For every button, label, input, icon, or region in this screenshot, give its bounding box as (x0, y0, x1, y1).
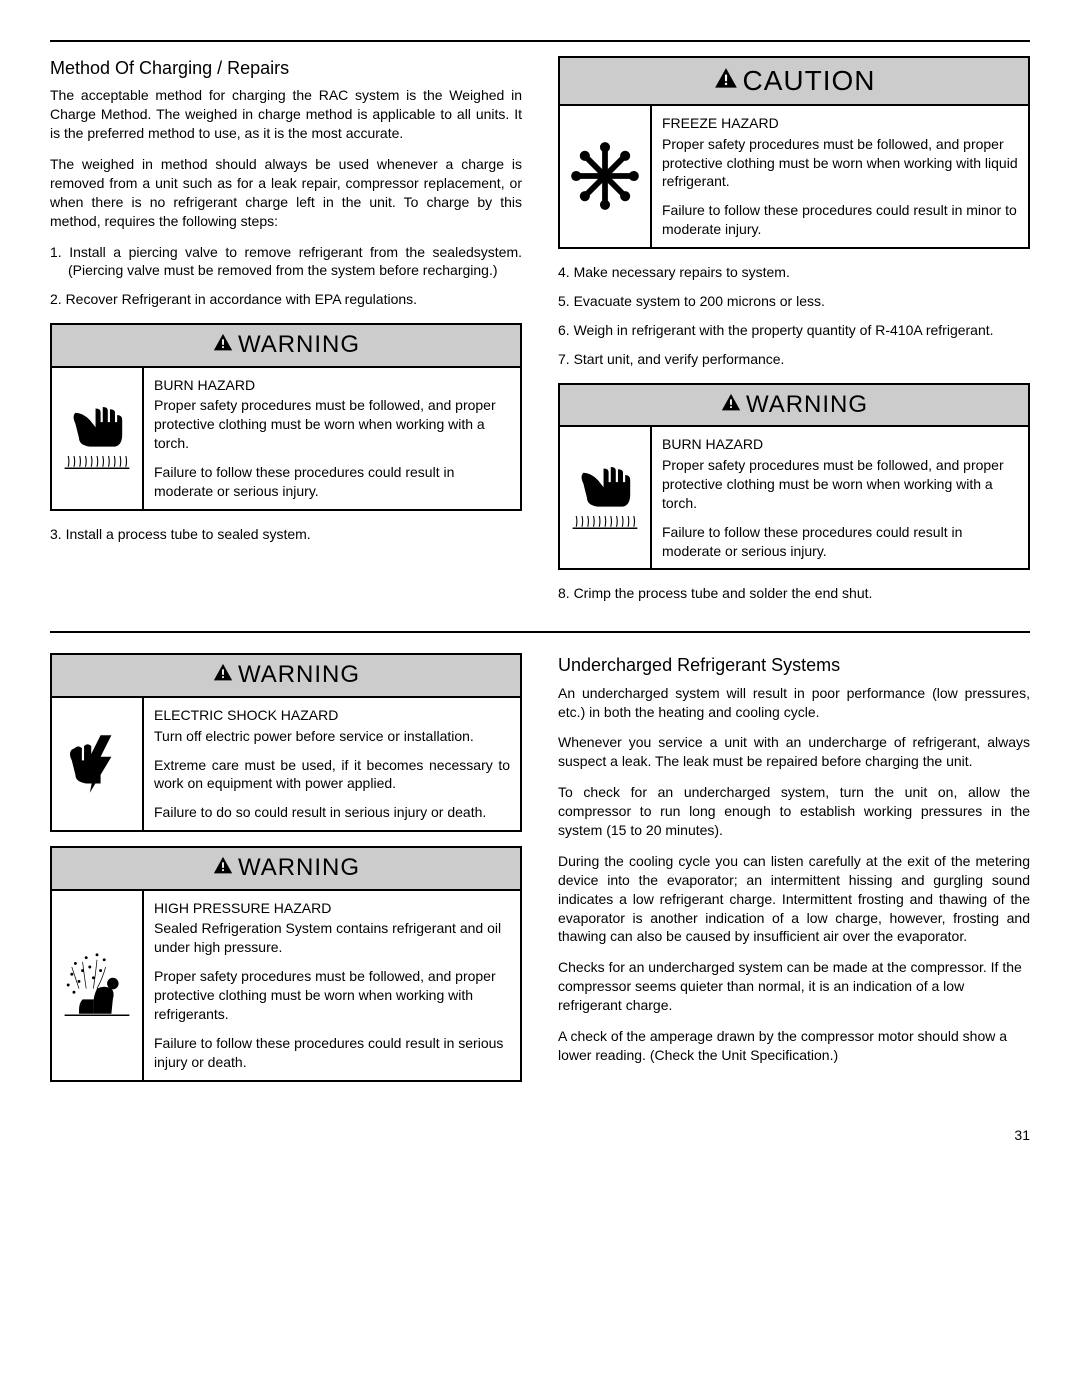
top-rule (50, 40, 1030, 42)
warning-triangle-icon (212, 855, 234, 877)
warning-triangle-icon (212, 662, 234, 684)
mid-rule (50, 631, 1030, 633)
burn-icon-2 (560, 427, 652, 568)
steps-4-7: 4. Make necessary repairs to system. 5. … (558, 263, 1030, 369)
pressure-p1: Sealed Refrigeration System contains ref… (154, 919, 510, 957)
burn-icon (52, 368, 144, 509)
burn-title-2: BURN HAZARD (662, 435, 1018, 454)
warning-header: WARNING (52, 325, 520, 367)
undercharged-p4: During the cooling cycle you can listen … (558, 852, 1030, 946)
warning-pressure: WARNING HIGH PRESSURE HAZARD Sealed Refr… (50, 846, 522, 1082)
caution-header: CAUTION (560, 58, 1028, 106)
warning-shock: WARNING ELECTRIC SHOCK HAZARD Turn off e… (50, 653, 522, 832)
warning-header-2: WARNING (560, 385, 1028, 427)
undercharged-p2: Whenever you service a unit with an unde… (558, 733, 1030, 771)
step2: 2. Recover Refrigerant in accordance wit… (50, 290, 522, 309)
pressure-icon (52, 891, 144, 1080)
burn-p2: Failure to follow these procedures could… (154, 463, 510, 501)
steps-1-2: 1. Install a piercing valve to remove re… (50, 243, 522, 310)
step5: 5. Evacuate system to 200 microns or les… (558, 292, 1030, 311)
freeze-icon (560, 106, 652, 247)
step-3: 3. Install a process tube to sealed syst… (50, 525, 522, 544)
pressure-title: HIGH PRESSURE HAZARD (154, 899, 510, 918)
pressure-p2: Proper safety procedures must be followe… (154, 967, 510, 1024)
warning-label: WARNING (746, 391, 868, 418)
step1: 1. Install a piercing valve to remove re… (50, 243, 522, 281)
burn-p1: Proper safety procedures must be followe… (154, 396, 510, 453)
charging-p2: The weighed in method should always be u… (50, 155, 522, 231)
step4: 4. Make necessary repairs to system. (558, 263, 1030, 282)
page-number: 31 (50, 1126, 1030, 1145)
warning-label: WARNING (238, 854, 360, 881)
burn-p2-2: Failure to follow these procedures could… (662, 523, 1018, 561)
lower-columns: WARNING ELECTRIC SHOCK HAZARD Turn off e… (50, 653, 1030, 1095)
shock-p2: Extreme care must be used, if it becomes… (154, 756, 510, 794)
step3: 3. Install a process tube to sealed syst… (50, 525, 522, 544)
shock-icon (52, 698, 144, 830)
step6: 6. Weigh in refrigerant with the propert… (558, 321, 1030, 340)
freeze-p2: Failure to follow these procedures could… (662, 201, 1018, 239)
undercharged-p5: Checks for an undercharged system can be… (558, 958, 1030, 1015)
lower-left-column: WARNING ELECTRIC SHOCK HAZARD Turn off e… (50, 653, 522, 1095)
upper-columns: Method Of Charging / Repairs The accepta… (50, 56, 1030, 613)
warning-header-3: WARNING (52, 655, 520, 697)
step7: 7. Start unit, and verify performance. (558, 350, 1030, 369)
undercharged-title: Undercharged Refrigerant Systems (558, 653, 1030, 677)
step-8: 8. Crimp the process tube and solder the… (558, 584, 1030, 603)
burn-p1-2: Proper safety procedures must be followe… (662, 456, 1018, 513)
undercharged-p3: To check for an undercharged system, tur… (558, 783, 1030, 840)
warning-triangle-icon (212, 332, 234, 354)
left-column: Method Of Charging / Repairs The accepta… (50, 56, 522, 613)
charging-title: Method Of Charging / Repairs (50, 56, 522, 80)
shock-p3: Failure to do so could result in serious… (154, 803, 510, 822)
freeze-p1: Proper safety procedures must be followe… (662, 135, 1018, 192)
warning-header-4: WARNING (52, 848, 520, 890)
warning-triangle-icon (720, 392, 742, 414)
step8: 8. Crimp the process tube and solder the… (558, 584, 1030, 603)
warning-burn-2: WARNING BURN HAZARD Proper safety proced… (558, 383, 1030, 571)
caution-label: CAUTION (743, 65, 876, 96)
undercharged-p6: A check of the amperage drawn by the com… (558, 1027, 1030, 1065)
warning-burn-1: WARNING BURN HAZARD Proper safety proced… (50, 323, 522, 511)
pressure-p3: Failure to follow these procedures could… (154, 1034, 510, 1072)
burn-title: BURN HAZARD (154, 376, 510, 395)
freeze-title: FREEZE HAZARD (662, 114, 1018, 133)
warning-label: WARNING (238, 331, 360, 358)
lower-right-column: Undercharged Refrigerant Systems An unde… (558, 653, 1030, 1095)
shock-title: ELECTRIC SHOCK HAZARD (154, 706, 510, 725)
shock-p1: Turn off electric power before service o… (154, 727, 510, 746)
charging-p1: The acceptable method for charging the R… (50, 86, 522, 143)
right-column: CAUTION FREEZE HAZARD Proper safety proc… (558, 56, 1030, 613)
caution-freeze: CAUTION FREEZE HAZARD Proper safety proc… (558, 56, 1030, 249)
caution-triangle-icon (713, 66, 739, 92)
undercharged-p1: An undercharged system will result in po… (558, 684, 1030, 722)
warning-label: WARNING (238, 661, 360, 688)
